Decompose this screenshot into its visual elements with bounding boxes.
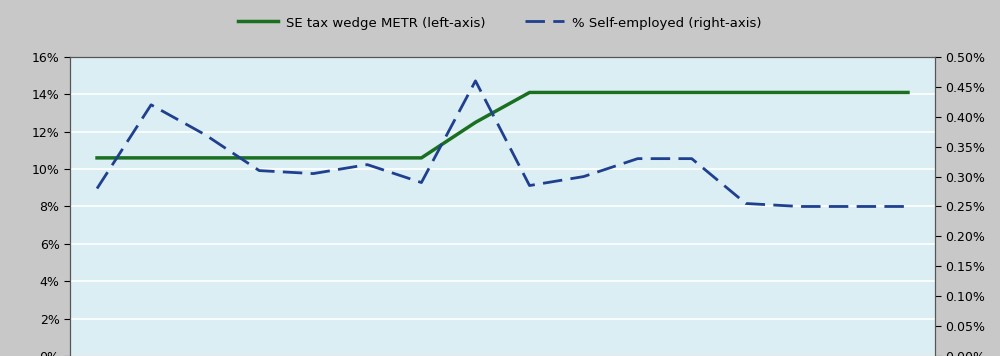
Legend: SE tax wedge METR (left-axis), % Self-employed (right-axis): SE tax wedge METR (left-axis), % Self-em… (233, 10, 767, 35)
